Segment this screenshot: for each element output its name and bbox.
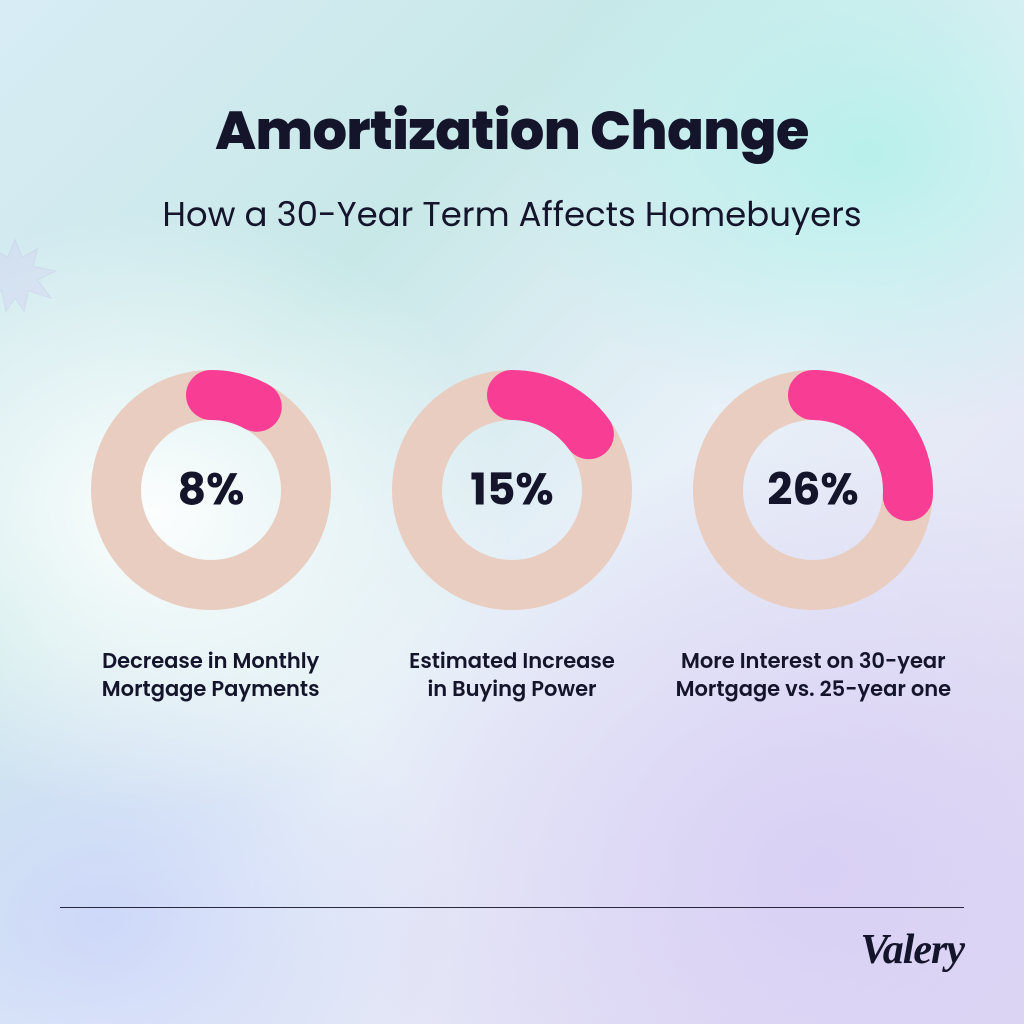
donut-item: 15% Estimated Increase in Buying Power	[371, 360, 652, 705]
donut-caption: Decrease in Monthly Mortgage Payments	[102, 648, 320, 705]
donut-value: 26%	[768, 460, 859, 521]
subtitle: How a 30-Year Term Affects Homebuyers	[60, 189, 964, 240]
donut-chart: 15%	[382, 360, 642, 620]
donut-chart: 8%	[81, 360, 341, 620]
donut-value: 15%	[470, 460, 553, 521]
donut-chart: 26%	[683, 360, 943, 620]
footer: Valery	[60, 907, 964, 974]
donut-caption: Estimated Increase in Buying Power	[409, 648, 615, 705]
donut-value: 8%	[177, 460, 244, 521]
donut-item: 8% Decrease in Monthly Mortgage Payments	[70, 360, 351, 705]
brand-logo: Valery	[60, 926, 964, 974]
page-title: Amortization Change	[60, 90, 964, 171]
infographic-content: Amortization Change How a 30-Year Term A…	[0, 0, 1024, 1024]
donut-caption: More Interest on 30-year Mortgage vs. 25…	[676, 648, 952, 705]
donut-item: 26% More Interest on 30-year Mortgage vs…	[673, 360, 954, 705]
divider	[60, 907, 964, 908]
donut-arc	[211, 395, 257, 407]
donut-arc	[512, 395, 589, 434]
donut-row: 8% Decrease in Monthly Mortgage Payments…	[60, 360, 964, 705]
